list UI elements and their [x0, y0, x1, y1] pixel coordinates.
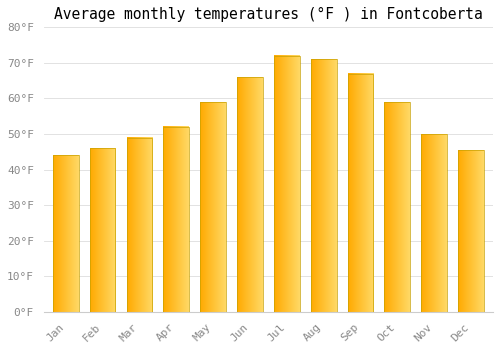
Title: Average monthly temperatures (°F ) in Fontcoberta: Average monthly temperatures (°F ) in Fo…	[54, 7, 482, 22]
Bar	[200, 102, 226, 312]
Bar	[384, 102, 410, 312]
Bar	[90, 148, 116, 312]
Bar	[310, 59, 336, 312]
Bar	[164, 127, 189, 312]
Bar	[421, 134, 447, 312]
Bar	[237, 77, 263, 312]
Bar	[126, 138, 152, 312]
Bar	[458, 150, 484, 312]
Bar	[53, 155, 78, 312]
Bar	[274, 56, 299, 312]
Bar	[348, 74, 374, 312]
